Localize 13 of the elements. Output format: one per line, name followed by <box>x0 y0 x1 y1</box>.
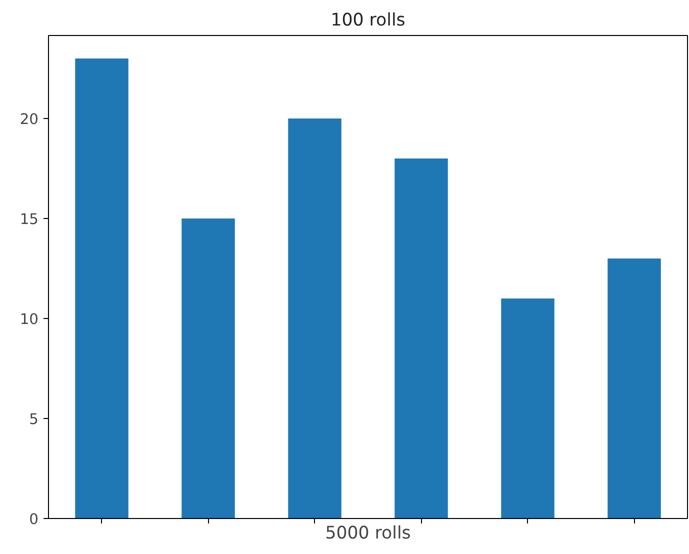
bar <box>182 218 235 518</box>
y-tick-label: 5 <box>29 411 39 428</box>
bar <box>608 258 661 518</box>
chart-title: 100 rolls <box>330 10 406 30</box>
bar <box>288 118 342 518</box>
y-tick-label: 0 <box>29 511 39 528</box>
y-tick-label: 20 <box>20 111 39 128</box>
x-axis-title: 5000 rolls <box>325 524 411 544</box>
y-tick-label: 15 <box>20 211 39 228</box>
bar <box>501 298 554 518</box>
y-tick-label: 10 <box>20 311 39 328</box>
bar <box>75 58 128 518</box>
bar <box>394 158 448 518</box>
